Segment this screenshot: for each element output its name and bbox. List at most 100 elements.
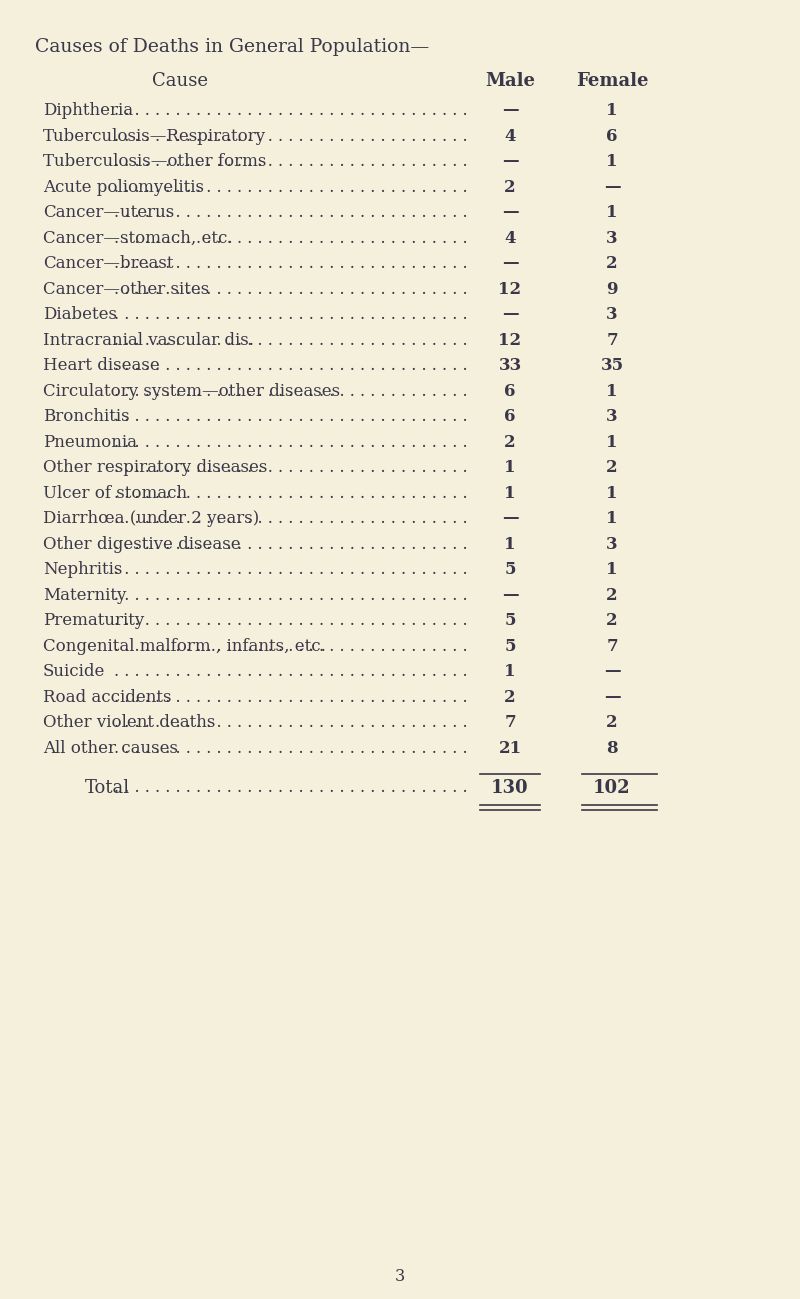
Text: —: —	[502, 587, 518, 604]
Text: 2: 2	[606, 587, 618, 604]
Text: 3: 3	[606, 408, 618, 425]
Text: 4: 4	[504, 230, 516, 247]
Text: . . . . . . . . . . . . . . . . . . . . . . . . . . . . . . . . . . .: . . . . . . . . . . . . . . . . . . . . …	[114, 281, 468, 297]
Text: 35: 35	[601, 357, 623, 374]
Text: . . . . . . . . . . . . . . . . . . . . . . . . . . . . . . . . . . .: . . . . . . . . . . . . . . . . . . . . …	[114, 662, 468, 679]
Text: . . . . . . . . . . . . . . . . . . . . . . . . . . . . . . . . . . .: . . . . . . . . . . . . . . . . . . . . …	[114, 612, 468, 629]
Text: Total: Total	[85, 779, 130, 798]
Text: . . . . . . . . . . . . . . . . . . . . . . . . . . . . . . . . . . .: . . . . . . . . . . . . . . . . . . . . …	[114, 408, 468, 425]
Text: 1: 1	[504, 485, 516, 501]
Text: Other respiratory diseases: Other respiratory diseases	[43, 459, 267, 475]
Text: . . . . . . . . . . . . . . . . . . . . . . . . . . . . . . . . . . .: . . . . . . . . . . . . . . . . . . . . …	[114, 535, 468, 552]
Text: . . . . . . . . . . . . . . . . . . . . . . . . . . . . . . . . . . .: . . . . . . . . . . . . . . . . . . . . …	[114, 230, 468, 247]
Text: 8: 8	[606, 739, 618, 756]
Text: 7: 7	[606, 331, 618, 348]
Text: . . . . . . . . . . . . . . . . . . . . . . . . . . . . . . . . . . .: . . . . . . . . . . . . . . . . . . . . …	[114, 357, 468, 374]
Text: 1: 1	[606, 511, 618, 527]
Text: 1: 1	[606, 204, 618, 221]
Text: —: —	[502, 511, 518, 527]
Text: —: —	[604, 178, 620, 196]
Text: 12: 12	[498, 281, 522, 297]
Text: . . . . . . . . . . . . . . . . . . . . . . . . . . . . . . . . . . .: . . . . . . . . . . . . . . . . . . . . …	[114, 307, 468, 323]
Text: 1: 1	[504, 535, 516, 552]
Text: Cancer—other sites: Cancer—other sites	[43, 281, 210, 297]
Text: 7: 7	[504, 714, 516, 731]
Text: 4: 4	[504, 127, 516, 144]
Text: . . . . . . . . . . . . . . . . . . . . . . . . . . . . . . . . . . .: . . . . . . . . . . . . . . . . . . . . …	[114, 739, 468, 756]
Text: . . . . . . . . . . . . . . . . . . . . . . . . . . . . . . . . . . .: . . . . . . . . . . . . . . . . . . . . …	[114, 127, 468, 144]
Text: Other violent deaths: Other violent deaths	[43, 714, 215, 731]
Text: Acute poliomyelitis: Acute poliomyelitis	[43, 178, 204, 196]
Text: 5: 5	[504, 612, 516, 629]
Text: 2: 2	[504, 434, 516, 451]
Text: 2: 2	[606, 459, 618, 475]
Text: . . . . . . . . . . . . . . . . . . . . . . . . . . . . . . . . . . .: . . . . . . . . . . . . . . . . . . . . …	[114, 511, 468, 527]
Text: All other causes: All other causes	[43, 739, 178, 756]
Text: 130: 130	[491, 779, 529, 798]
Text: 2: 2	[606, 714, 618, 731]
Text: . . . . . . . . . . . . . . . . . . . . . . . . . . . . . . . . . . .: . . . . . . . . . . . . . . . . . . . . …	[114, 561, 468, 578]
Text: 1: 1	[606, 434, 618, 451]
Text: . . . . . . . . . . . . . . . . . . . . . . . . . . . . . . . . . . .: . . . . . . . . . . . . . . . . . . . . …	[114, 714, 468, 731]
Text: . . . . . . . . . . . . . . . . . . . . . . . . . . . . . . . . . . .: . . . . . . . . . . . . . . . . . . . . …	[114, 459, 468, 475]
Text: —: —	[502, 103, 518, 120]
Text: Heart disease: Heart disease	[43, 357, 160, 374]
Text: Diabetes: Diabetes	[43, 307, 117, 323]
Text: . . . . . . . . . . . . . . . . . . . . . . . . . . . . . . . . . . .: . . . . . . . . . . . . . . . . . . . . …	[114, 178, 468, 196]
Text: Tuberculosis—Respiratory: Tuberculosis—Respiratory	[43, 127, 266, 144]
Text: 3: 3	[395, 1268, 405, 1285]
Text: Circulatory system—other diseases: Circulatory system—other diseases	[43, 382, 340, 400]
Text: 6: 6	[504, 408, 516, 425]
Text: Cause: Cause	[152, 71, 208, 90]
Text: 5: 5	[504, 638, 516, 655]
Text: Female: Female	[576, 71, 648, 90]
Text: Tuberculosis—other forms: Tuberculosis—other forms	[43, 153, 266, 170]
Text: —: —	[502, 255, 518, 271]
Text: 1: 1	[606, 382, 618, 400]
Text: . . . . . . . . . . . . . . . . . . . . . . . . . . . . . . . . . . .: . . . . . . . . . . . . . . . . . . . . …	[114, 434, 468, 451]
Text: Intracranial vascular dis.: Intracranial vascular dis.	[43, 331, 254, 348]
Text: Cancer—breast: Cancer—breast	[43, 255, 174, 271]
Text: 12: 12	[498, 331, 522, 348]
Text: . . . . . . . . . . . . . . . . . . . . . . . . . . . . . . . . . . .: . . . . . . . . . . . . . . . . . . . . …	[114, 587, 468, 604]
Text: . . . . . . . . . . . . . . . . . . . . . . . . . . . . . . . . . . .: . . . . . . . . . . . . . . . . . . . . …	[114, 485, 468, 501]
Text: 2: 2	[504, 688, 516, 705]
Text: 3: 3	[606, 230, 618, 247]
Text: 1: 1	[606, 153, 618, 170]
Text: 1: 1	[504, 459, 516, 475]
Text: Other digestive disease: Other digestive disease	[43, 535, 241, 552]
Text: . . . . . . . . . . . . . . . . . . . . . . . . . . . . . . . . . . .: . . . . . . . . . . . . . . . . . . . . …	[114, 103, 468, 120]
Text: 7: 7	[606, 638, 618, 655]
Text: . . . . . . . . . . . . . . . . . . . . . . . . . . . . . . . . . . .: . . . . . . . . . . . . . . . . . . . . …	[114, 638, 468, 655]
Text: Cancer—stomach, etc.: Cancer—stomach, etc.	[43, 230, 233, 247]
Text: Bronchitis: Bronchitis	[43, 408, 130, 425]
Text: 1: 1	[606, 103, 618, 120]
Text: 2: 2	[504, 178, 516, 196]
Text: 9: 9	[606, 281, 618, 297]
Text: 2: 2	[606, 612, 618, 629]
Text: 1: 1	[606, 485, 618, 501]
Text: Diphtheria: Diphtheria	[43, 103, 133, 120]
Text: . . . . . . . . . . . . . . . . . . . . . . . . . . . . . . . . . . .: . . . . . . . . . . . . . . . . . . . . …	[114, 255, 468, 271]
Text: Prematurity: Prematurity	[43, 612, 144, 629]
Text: —: —	[502, 153, 518, 170]
Text: 102: 102	[593, 779, 631, 798]
Text: . . . . . . . . . . . . . . . . . . . . . . . . . . . . . . . . . . .: . . . . . . . . . . . . . . . . . . . . …	[114, 688, 468, 705]
Text: Suicide: Suicide	[43, 662, 106, 679]
Text: . . . . . . . . . . . . . . . . . . . . . . . . . . . . . . . . . . .: . . . . . . . . . . . . . . . . . . . . …	[114, 204, 468, 221]
Text: Pneumonia: Pneumonia	[43, 434, 137, 451]
Text: Male: Male	[485, 71, 535, 90]
Text: Cancer—uterus: Cancer—uterus	[43, 204, 174, 221]
Text: 21: 21	[498, 739, 522, 756]
Text: 1: 1	[504, 662, 516, 679]
Text: Nephritis: Nephritis	[43, 561, 122, 578]
Text: 5: 5	[504, 561, 516, 578]
Text: 3: 3	[606, 535, 618, 552]
Text: —: —	[604, 662, 620, 679]
Text: . . . . . . . . . . . . . . . . . . . . . . . . . . . . . . . . . . .: . . . . . . . . . . . . . . . . . . . . …	[114, 153, 468, 170]
Text: Ulcer of stomach: Ulcer of stomach	[43, 485, 187, 501]
Text: 33: 33	[498, 357, 522, 374]
Text: —: —	[502, 307, 518, 323]
Text: . . . . . . . . . . . . . . . . . . . . . . . . . . . . . . . . . . .: . . . . . . . . . . . . . . . . . . . . …	[114, 331, 468, 348]
Text: 6: 6	[504, 382, 516, 400]
